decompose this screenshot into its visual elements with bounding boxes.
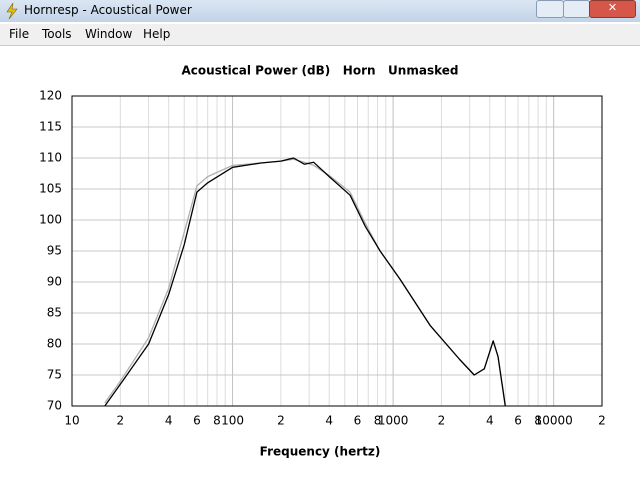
x-tick-label: 8	[213, 414, 221, 428]
y-tick-label: 75	[47, 368, 62, 382]
x-axis-label: Frequency (hertz)	[260, 445, 381, 459]
close-button[interactable]: ✕	[589, 0, 636, 18]
x-tick-label: 4	[325, 414, 333, 428]
menu-item[interactable]: File	[9, 27, 30, 41]
x-tick-label: 8	[374, 414, 382, 428]
plot-border	[71, 95, 603, 407]
x-tick-label: 2	[598, 414, 606, 428]
x-tick-label: 1000	[378, 414, 409, 428]
y-tick-label: 115	[39, 120, 62, 134]
y-tick-label: 85	[47, 306, 62, 320]
y-tick-label: 105	[39, 182, 62, 196]
y-tick-label: 80	[47, 337, 62, 351]
title-bar: Hornresp - Acoustical Power ✕	[0, 0, 640, 22]
x-tick-label: 8	[534, 414, 542, 428]
x-tick-label: 2	[438, 414, 446, 428]
x-tick-label: 6	[514, 414, 522, 428]
app-icon	[6, 3, 18, 19]
x-tick-label: 6	[354, 414, 362, 428]
menu-item[interactable]: Window	[85, 27, 133, 41]
x-tick-label: 6	[193, 414, 201, 428]
x-tick-label: 4	[165, 414, 173, 428]
x-tick-label: 2	[117, 414, 125, 428]
x-tick-label: 4	[486, 414, 494, 428]
menu-item[interactable]: Tools	[42, 27, 72, 41]
x-tick-label: 2	[277, 414, 285, 428]
series-line	[104, 157, 506, 407]
menu-item[interactable]: Help	[143, 27, 171, 41]
y-tick-label: 70	[47, 399, 62, 413]
y-tick-label: 90	[47, 275, 62, 289]
x-tick-label: 10000	[535, 414, 573, 428]
y-tick-label: 100	[39, 213, 62, 227]
x-tick-label: 10	[64, 414, 79, 428]
menu-bar: File Tools Window Help	[0, 24, 640, 46]
x-tick-label: 100	[221, 414, 244, 428]
window-title: Hornresp - Acoustical Power	[24, 3, 192, 17]
chart-title: Acoustical Power (dB) Horn Unmasked	[182, 64, 459, 78]
y-tick-label: 120	[39, 89, 62, 103]
y-tick-label: 95	[47, 244, 62, 258]
y-tick-label: 110	[39, 151, 62, 165]
